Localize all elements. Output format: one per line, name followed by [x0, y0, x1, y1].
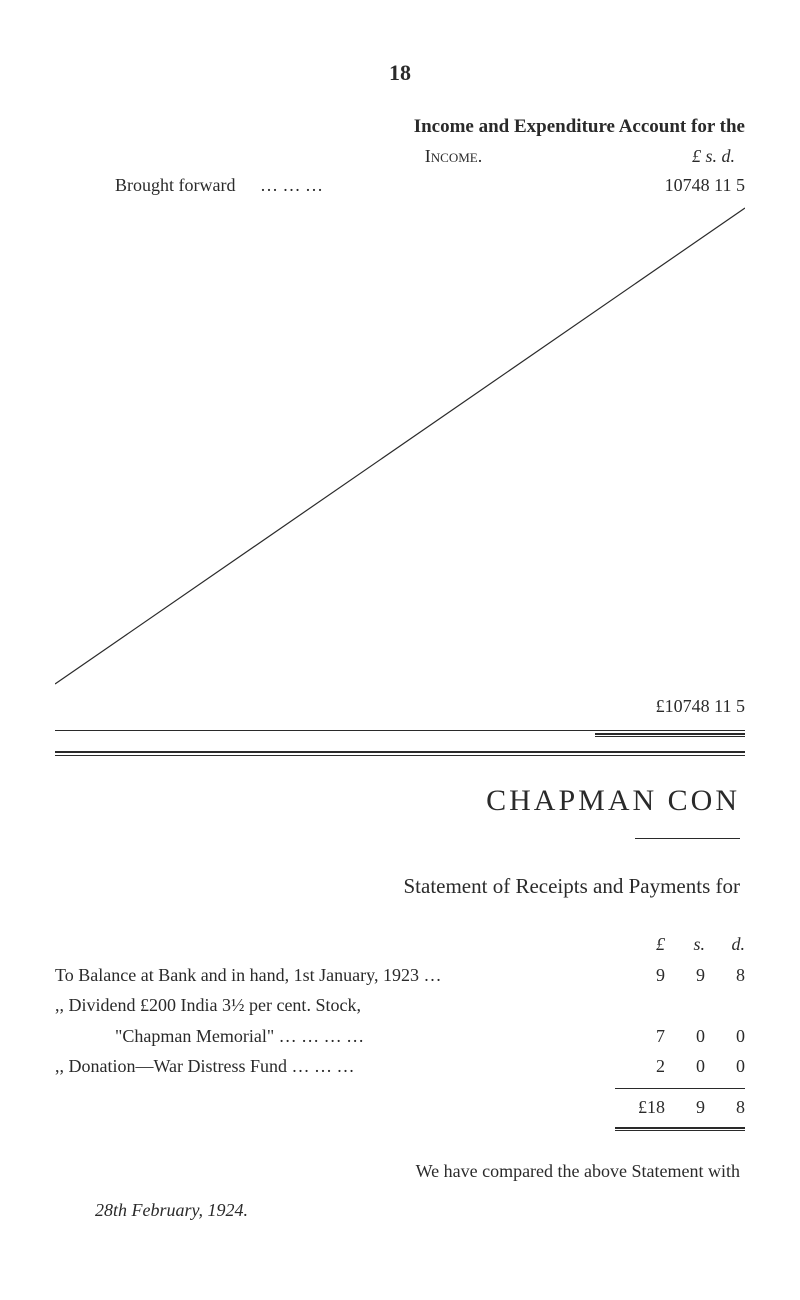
pre-total-rule: £10748 11 5	[55, 696, 745, 731]
row-dividend-1: ,, Dividend £200 India 3½ per cent. Stoc…	[55, 990, 745, 1021]
sum-rule-thin	[55, 1129, 745, 1131]
total-value: £10748 11 5	[55, 696, 745, 725]
sum-s: 9	[665, 1092, 705, 1123]
cell: 9	[665, 960, 705, 991]
row-donation: ,, Donation—War Distress Fund … … … 2 0 …	[55, 1051, 745, 1082]
brought-forward-value: 10748 11 5	[665, 175, 745, 196]
statement-heading: Statement of Receipts and Payments for	[55, 874, 745, 899]
cell: 9	[625, 960, 665, 991]
receipts-table: £ s. d. To Balance at Bank and in hand, …	[55, 929, 745, 1131]
cell	[625, 990, 665, 1021]
sum-pound: £18	[625, 1092, 665, 1123]
row-dividend-2: "Chapman Memorial" … … … … 7 0 0	[55, 1021, 745, 1052]
diagonal-rule-area	[55, 206, 745, 686]
col-d: d.	[705, 929, 745, 960]
section-rule-1	[55, 751, 745, 753]
cell: 0	[705, 1051, 745, 1082]
row-balance: To Balance at Bank and in hand, 1st Janu…	[55, 960, 745, 991]
currency-header: £ s. d.	[692, 146, 745, 167]
cell	[665, 990, 705, 1021]
cell: 0	[705, 1021, 745, 1052]
chapman-title: CHAPMAN CON	[55, 784, 745, 818]
cell: 2	[625, 1051, 665, 1082]
diagonal-line-svg	[55, 206, 745, 686]
cell: 8	[705, 960, 745, 991]
brought-forward-row: Brought forward … … … 10748 11 5	[55, 175, 745, 196]
col-s: s.	[665, 929, 705, 960]
cell: 7	[625, 1021, 665, 1052]
account-heading: Income and Expenditure Account for the	[55, 116, 745, 138]
income-header-row: Income. £ s. d.	[55, 146, 745, 167]
date-line: 28th February, 1924.	[55, 1200, 745, 1221]
total-double-rule-wrap2	[55, 736, 745, 737]
brought-forward-label: Brought forward	[55, 175, 235, 195]
cell	[705, 990, 745, 1021]
row-sum: £18 9 8	[55, 1092, 745, 1123]
income-label: Income.	[265, 146, 482, 167]
cell: 0	[665, 1021, 705, 1052]
col-pound: £	[625, 929, 665, 960]
sum-d: 8	[705, 1092, 745, 1123]
chapman-underline	[635, 838, 740, 839]
footer-compare-text: We have compared the above Statement wit…	[55, 1161, 745, 1182]
ellipsis: … … …	[240, 175, 323, 195]
page-number: 18	[55, 60, 745, 86]
cell: 0	[665, 1051, 705, 1082]
